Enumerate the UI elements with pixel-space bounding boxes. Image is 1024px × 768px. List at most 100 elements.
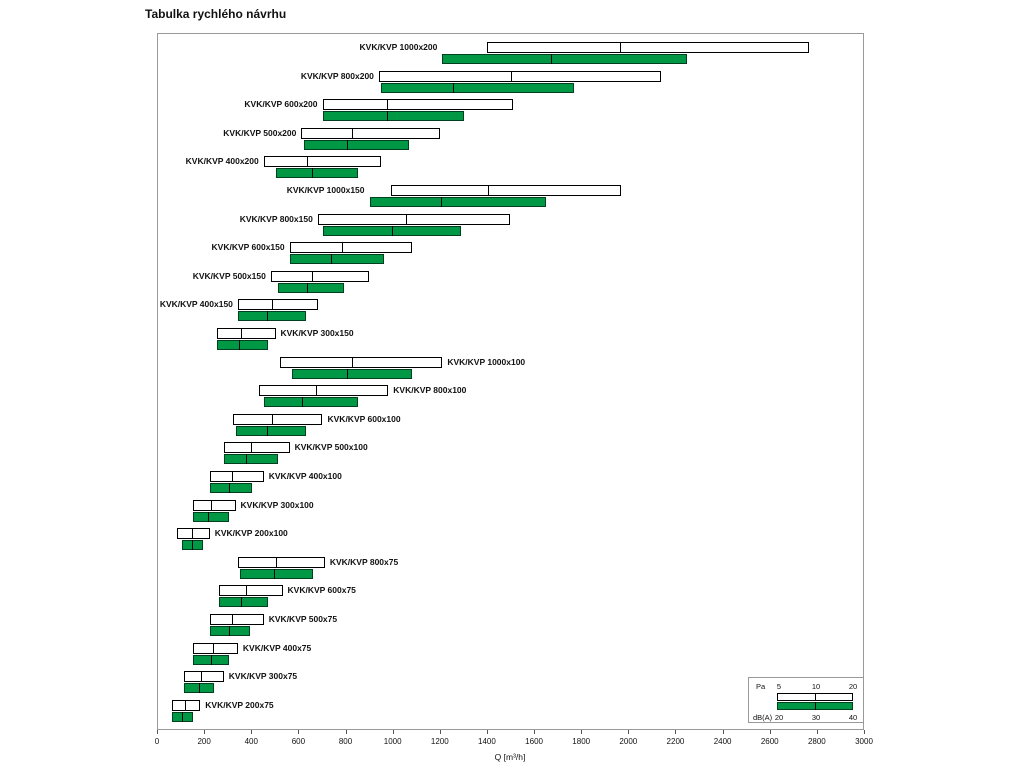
db-range-bar (303, 139, 410, 150)
pa-mid-tick (351, 356, 353, 368)
x-axis-tick (345, 730, 347, 734)
pa-mid-tick (511, 70, 513, 82)
x-axis-tick-label: 600 (291, 737, 306, 746)
pa-mid-tick (271, 299, 273, 311)
legend-db-label: dB(A) (753, 713, 773, 722)
pa-range-bar (270, 270, 370, 282)
legend-pa-bar (777, 693, 853, 701)
x-axis-tick-label: 1400 (478, 737, 496, 746)
pa-mid-tick (351, 127, 353, 139)
pa-mid-tick (241, 328, 243, 339)
db-range-bar (172, 711, 194, 722)
db-mid-tick (241, 597, 243, 608)
x-axis-tick (769, 730, 771, 734)
x-axis-tick-label: 2600 (760, 737, 779, 746)
legend-pa-label: Pa (756, 682, 766, 691)
pa-range-bar (209, 614, 264, 625)
pa-mid-tick (250, 442, 252, 454)
pa-mid-tick (386, 99, 388, 111)
db-range-bar (369, 197, 546, 207)
pa-mid-tick (342, 242, 344, 254)
pa-range-bar (209, 471, 264, 482)
row-label: KVK/KVP 500x75 (268, 614, 338, 624)
x-axis-tick (204, 730, 206, 734)
row-label: KVK/KVP 400x150 (159, 299, 233, 310)
x-axis-tick (298, 730, 300, 734)
db-range-bar (442, 54, 687, 64)
x-axis-tick (392, 730, 394, 734)
row-label: KVK/KVP 400x75 (242, 642, 312, 653)
pa-mid-tick (213, 642, 215, 654)
x-axis-tick-label: 400 (244, 737, 258, 746)
db-range-bar (277, 282, 344, 293)
db-mid-tick (346, 368, 348, 379)
row-label: KVK/KVP 800x150 (239, 213, 313, 224)
pa-range-bar (289, 242, 412, 254)
legend-db-value-3: 40 (848, 713, 858, 722)
x-axis-tick-label: 200 (197, 737, 211, 746)
db-mid-tick (238, 340, 240, 350)
pa-mid-tick (487, 185, 489, 196)
db-mid-tick (302, 397, 304, 408)
legend: Pa 5 10 20 dB(A) 20 30 40 (748, 677, 864, 723)
x-axis-tick-label: 2400 (713, 737, 732, 746)
row-label: KVK/KVP 600x200 (244, 99, 318, 110)
db-mid-tick (191, 540, 193, 551)
db-range-bar (237, 311, 307, 322)
pa-range-bar (219, 585, 283, 597)
legend-pa-value-2: 10 (811, 682, 821, 691)
db-range-bar (223, 454, 278, 465)
x-axis-tick (722, 730, 724, 734)
db-mid-tick (330, 254, 332, 265)
row-label: KVK/KVP 300x150 (280, 328, 354, 338)
pa-mid-tick (307, 156, 309, 168)
db-range-bar (209, 483, 252, 493)
x-axis-tick (864, 730, 865, 734)
db-range-bar (181, 540, 203, 551)
legend-pa-value-3: 20 (848, 682, 858, 691)
x-axis-tick-label: 2200 (666, 737, 685, 746)
pa-range-bar (322, 99, 513, 111)
x-axis-tick-label: 1600 (525, 737, 543, 746)
db-range-bar (381, 82, 574, 93)
pa-mid-tick (276, 556, 278, 568)
x-axis-tick-label: 3000 (855, 737, 873, 746)
row-label: KVK/KVP 400x100 (268, 471, 342, 481)
row-label: KVK/KVP 1000x200 (359, 42, 438, 52)
pa-range-bar (233, 413, 323, 425)
legend-db-value-1: 20 (774, 713, 784, 722)
db-mid-tick (391, 225, 393, 236)
db-mid-tick (198, 683, 200, 694)
db-mid-tick (311, 168, 313, 179)
db-mid-tick (182, 711, 184, 722)
pa-range-bar (176, 528, 210, 540)
x-axis-tick (581, 730, 583, 734)
row-label: KVK/KVP 200x100 (214, 528, 288, 539)
pa-range-bar (237, 299, 318, 311)
db-range-bar (209, 626, 250, 636)
x-axis-tick (251, 730, 253, 734)
pa-mid-tick (191, 528, 193, 540)
pa-mid-tick (311, 270, 313, 282)
row-label: KVK/KVP 600x100 (327, 413, 401, 424)
db-range-bar (219, 597, 269, 608)
row-label: KVK/KVP 400x200 (185, 156, 259, 167)
row-label: KVK/KVP 1000x150 (286, 185, 365, 195)
chart-title: Tabulka rychlého návrhu (145, 7, 287, 21)
pa-range-bar (193, 642, 238, 654)
db-range-bar (235, 425, 307, 436)
pa-range-bar (193, 499, 236, 511)
x-axis-tick-label: 0 (154, 737, 160, 746)
db-range-bar (216, 340, 269, 350)
pa-range-bar (378, 70, 661, 82)
db-range-bar (183, 683, 215, 694)
x-axis-tick (439, 730, 441, 734)
pa-mid-tick (271, 413, 273, 425)
db-mid-tick (274, 568, 276, 579)
row-label: KVK/KVP 200x75 (205, 699, 274, 710)
pa-range-bar (280, 356, 443, 368)
pa-mid-tick (210, 499, 212, 511)
legend-pa-mid-tick (815, 693, 816, 701)
db-range-bar (193, 654, 229, 665)
db-mid-tick (551, 54, 553, 64)
